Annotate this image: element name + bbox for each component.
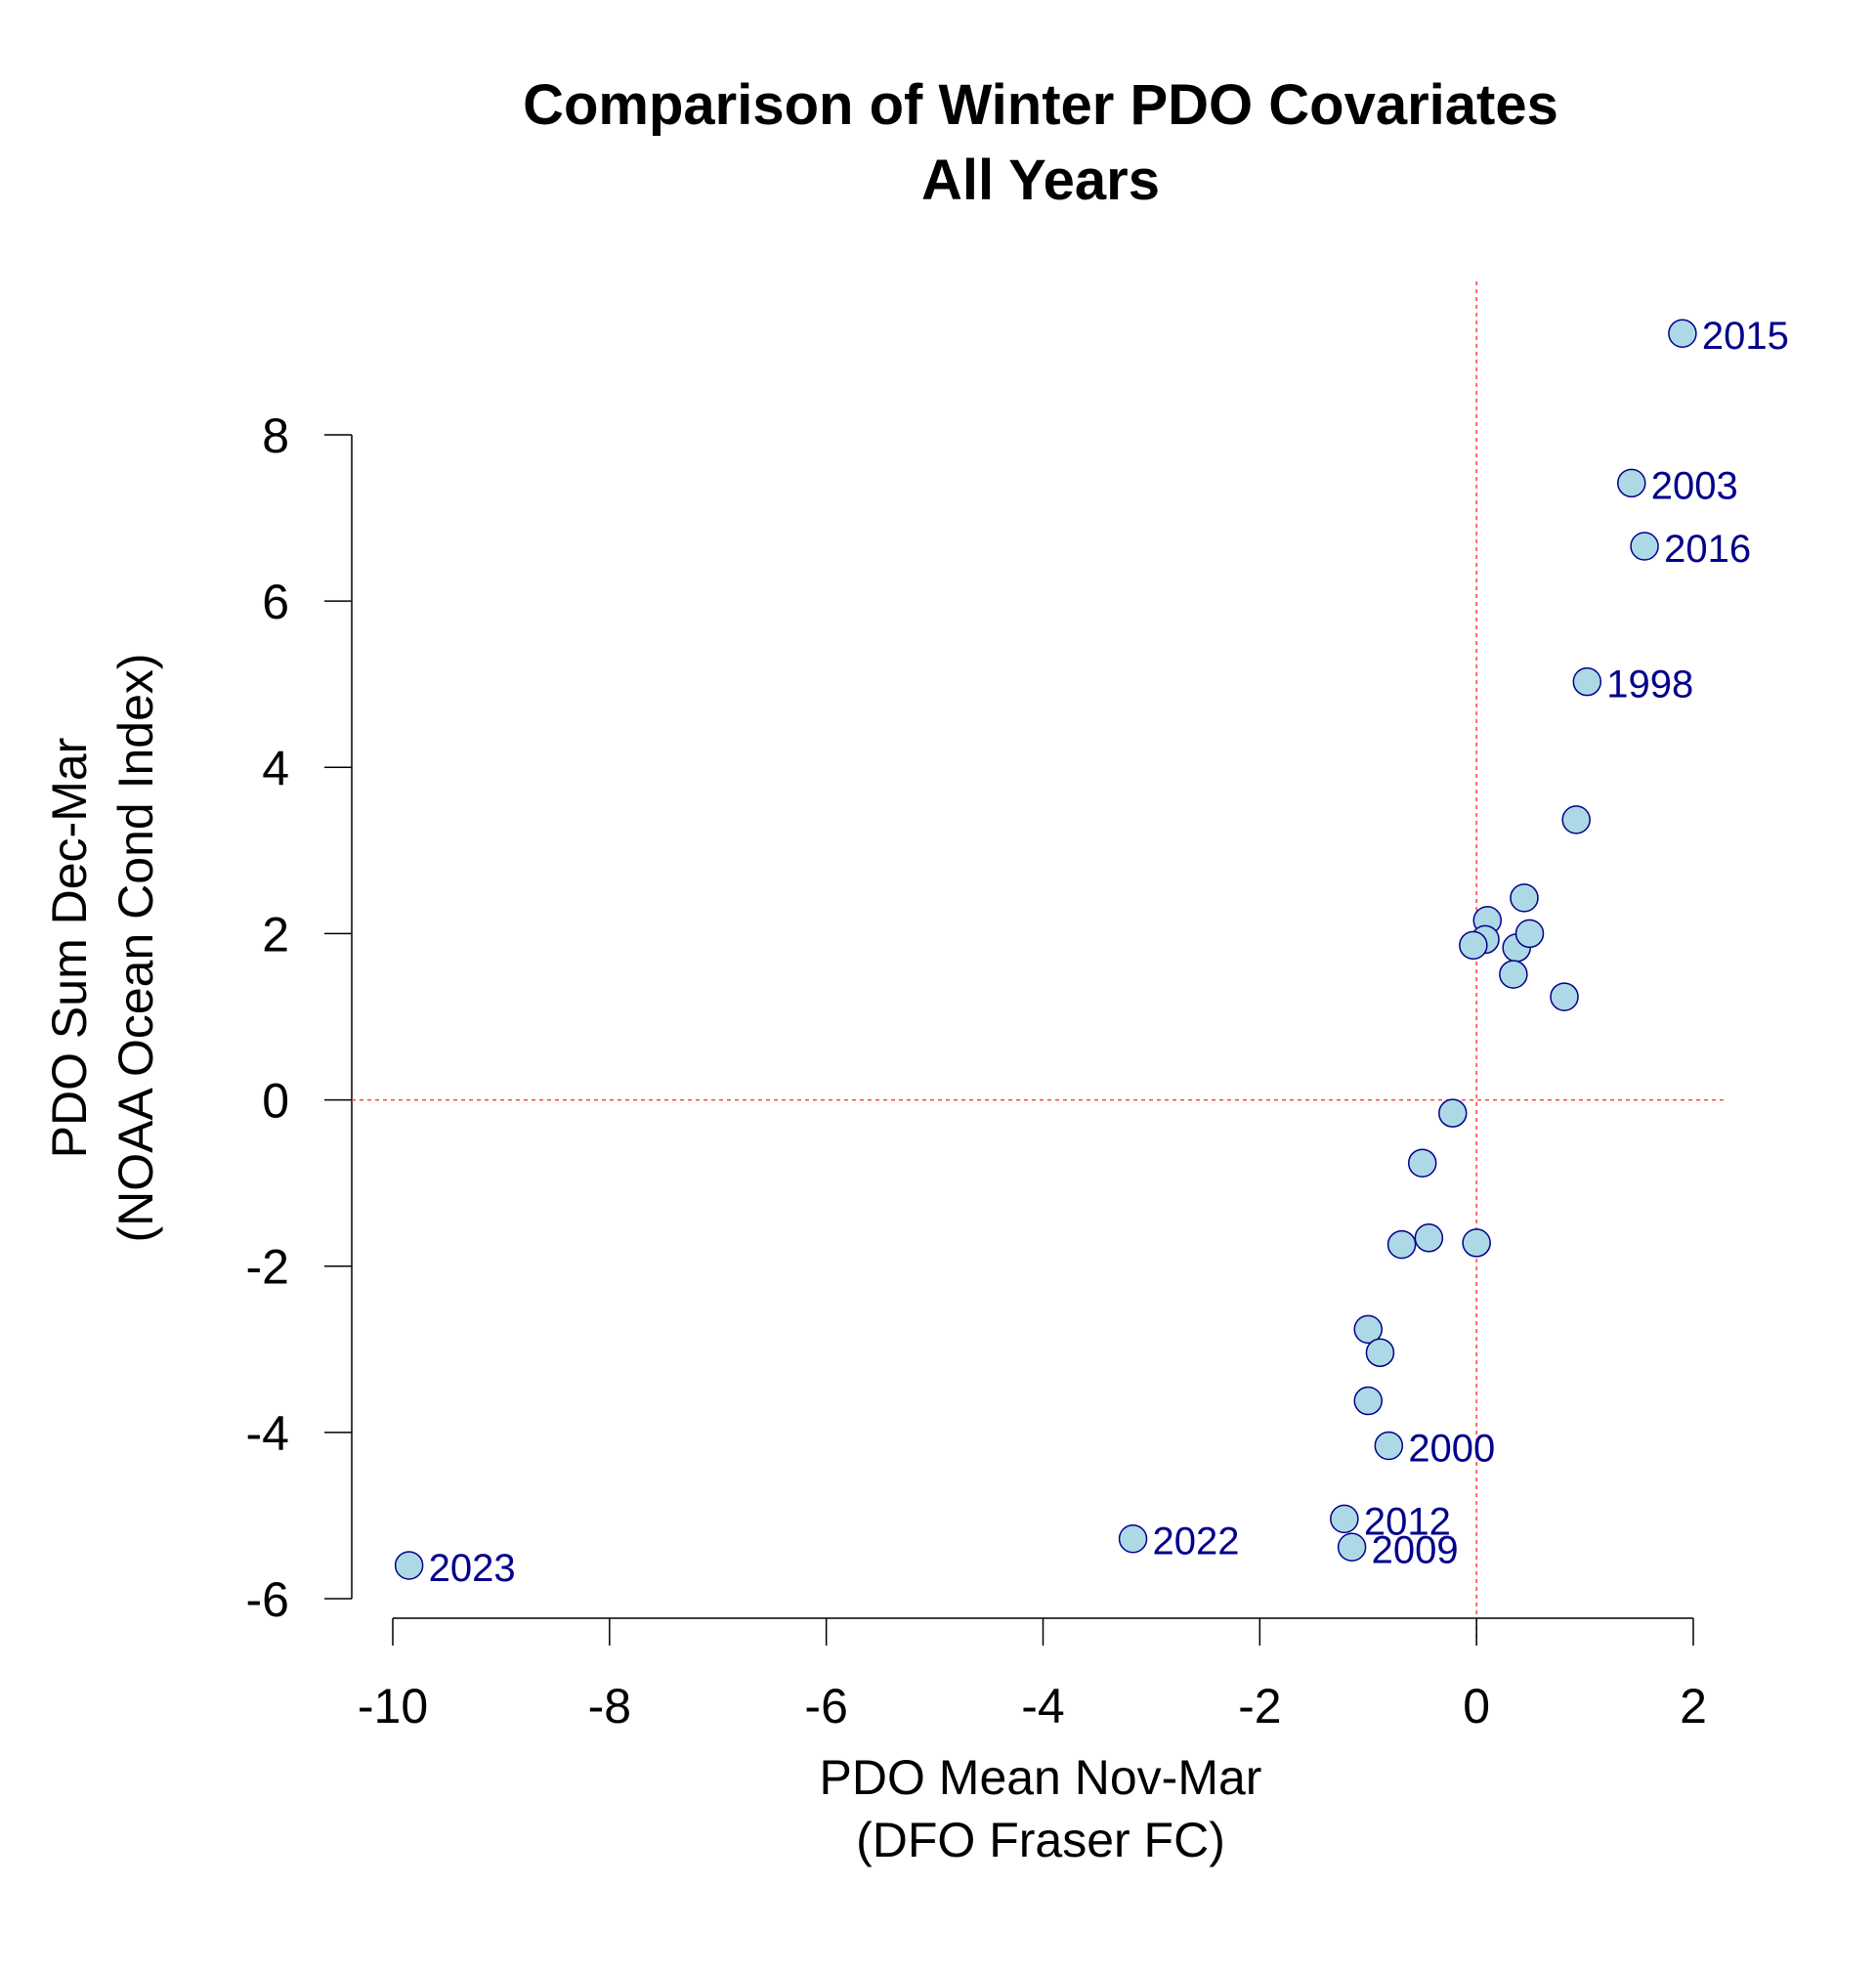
point-label: 2015 <box>1702 315 1789 358</box>
y-axis-ticks: -6 -4 -2 0 2 4 6 8 <box>246 408 352 1627</box>
y-axis-label-line-2: (NOAA Ocean Cond Index) <box>108 653 163 1242</box>
y-tick-label: 8 <box>262 408 289 463</box>
data-point <box>1414 1223 1444 1253</box>
point-label: 2023 <box>429 1547 516 1590</box>
data-point <box>1330 1504 1359 1534</box>
x-axis-label-line-2: (DFO Fraser FC) <box>856 1813 1225 1867</box>
x-tick-label: -6 <box>804 1679 847 1734</box>
x-tick-label: -8 <box>588 1679 631 1734</box>
data-point <box>1668 319 1697 348</box>
y-tick-label: 2 <box>262 907 289 962</box>
y-tick-label: -2 <box>246 1240 289 1295</box>
y-tick-label: -6 <box>246 1572 289 1627</box>
x-axis-label-line-1: PDO Mean Nov-Mar <box>820 1750 1262 1805</box>
data-point <box>1561 805 1591 835</box>
data-points <box>394 319 1697 1580</box>
data-point <box>1459 930 1488 961</box>
data-point <box>1118 1523 1148 1554</box>
y-tick-label: 0 <box>262 1074 289 1129</box>
x-tick-label: 2 <box>1680 1679 1707 1734</box>
x-tick-label: 0 <box>1463 1679 1490 1734</box>
point-label: 2003 <box>1651 464 1738 507</box>
point-label: 1998 <box>1606 664 1693 707</box>
data-point <box>1550 982 1579 1011</box>
data-point <box>394 1551 424 1580</box>
point-label: 2009 <box>1372 1528 1459 1571</box>
data-point <box>1353 1314 1383 1345</box>
y-tick-label: 6 <box>262 575 289 629</box>
data-point <box>1337 1532 1367 1563</box>
data-point <box>1374 1431 1404 1461</box>
data-point <box>1630 532 1659 561</box>
data-point <box>1462 1228 1491 1258</box>
y-axis-label-line-1: PDO Sum Dec-Mar <box>42 738 97 1159</box>
data-point <box>1365 1338 1395 1367</box>
x-tick-label: -4 <box>1021 1679 1064 1734</box>
y-tick-label: 4 <box>262 741 289 795</box>
x-tick-label: -10 <box>358 1679 428 1734</box>
point-label: 2000 <box>1408 1427 1495 1470</box>
data-point <box>1572 666 1602 697</box>
point-label: 2022 <box>1153 1520 1240 1563</box>
data-point <box>1407 1148 1437 1178</box>
data-point <box>1353 1386 1383 1416</box>
x-axis-ticks: -10 -8 -6 -4 -2 0 2 <box>358 1618 1707 1734</box>
chart-title-line-2: All Years <box>921 149 1160 212</box>
data-point <box>1499 960 1528 989</box>
y-tick-label: -4 <box>246 1406 289 1461</box>
point-label: 2016 <box>1664 528 1751 571</box>
chart-title-line-1: Comparison of Winter PDO Covariates <box>523 73 1558 137</box>
x-tick-label: -2 <box>1238 1679 1281 1734</box>
data-point <box>1617 468 1646 498</box>
data-point <box>1510 883 1539 913</box>
data-point <box>1438 1098 1468 1128</box>
data-point <box>1514 919 1545 949</box>
point-label: 2012 <box>1364 1500 1451 1543</box>
data-point <box>1386 1229 1417 1260</box>
